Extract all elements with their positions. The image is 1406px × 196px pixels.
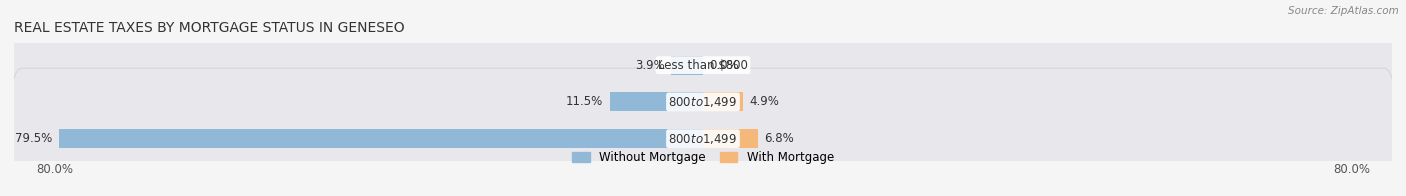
Text: 6.8%: 6.8% — [765, 132, 794, 145]
Text: 11.5%: 11.5% — [567, 95, 603, 108]
Bar — [610, 92, 703, 112]
FancyBboxPatch shape — [10, 0, 1396, 136]
Bar — [703, 129, 758, 148]
Text: Source: ZipAtlas.com: Source: ZipAtlas.com — [1288, 6, 1399, 16]
FancyBboxPatch shape — [10, 31, 1396, 172]
Text: REAL ESTATE TAXES BY MORTGAGE STATUS IN GENESEO: REAL ESTATE TAXES BY MORTGAGE STATUS IN … — [14, 21, 405, 35]
Text: $800 to $1,499: $800 to $1,499 — [668, 95, 738, 109]
FancyBboxPatch shape — [10, 68, 1396, 196]
Text: 79.5%: 79.5% — [15, 132, 52, 145]
Text: 4.9%: 4.9% — [749, 95, 779, 108]
Bar — [59, 129, 703, 148]
Text: $800 to $1,499: $800 to $1,499 — [668, 132, 738, 146]
Text: Less than $800: Less than $800 — [658, 59, 748, 72]
Bar — [703, 92, 742, 112]
Text: 3.9%: 3.9% — [636, 59, 665, 72]
Text: 0.0%: 0.0% — [710, 59, 740, 72]
Legend: Without Mortgage, With Mortgage: Without Mortgage, With Mortgage — [572, 151, 834, 164]
Bar — [672, 56, 703, 75]
